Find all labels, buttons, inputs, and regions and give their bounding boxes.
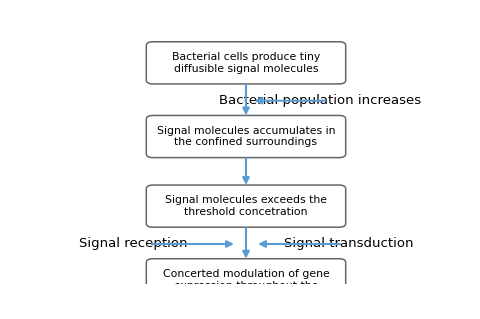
Text: Signal molecules exceeds the
threshold concetration: Signal molecules exceeds the threshold c… bbox=[165, 195, 327, 217]
Text: Signal transduction: Signal transduction bbox=[284, 237, 413, 250]
Text: Concerted modulation of gene
expression throughout the: Concerted modulation of gene expression … bbox=[163, 269, 329, 291]
Text: Bacterial population increases: Bacterial population increases bbox=[219, 94, 421, 107]
Text: Bacterial cells produce tiny
diffusible signal molecules: Bacterial cells produce tiny diffusible … bbox=[172, 52, 320, 74]
Text: Signal molecules accumulates in
the confined surroundings: Signal molecules accumulates in the conf… bbox=[157, 126, 335, 147]
FancyBboxPatch shape bbox=[146, 42, 346, 84]
FancyBboxPatch shape bbox=[146, 185, 346, 227]
Text: Signal reception: Signal reception bbox=[79, 237, 187, 250]
FancyBboxPatch shape bbox=[146, 115, 346, 158]
FancyBboxPatch shape bbox=[146, 259, 346, 301]
